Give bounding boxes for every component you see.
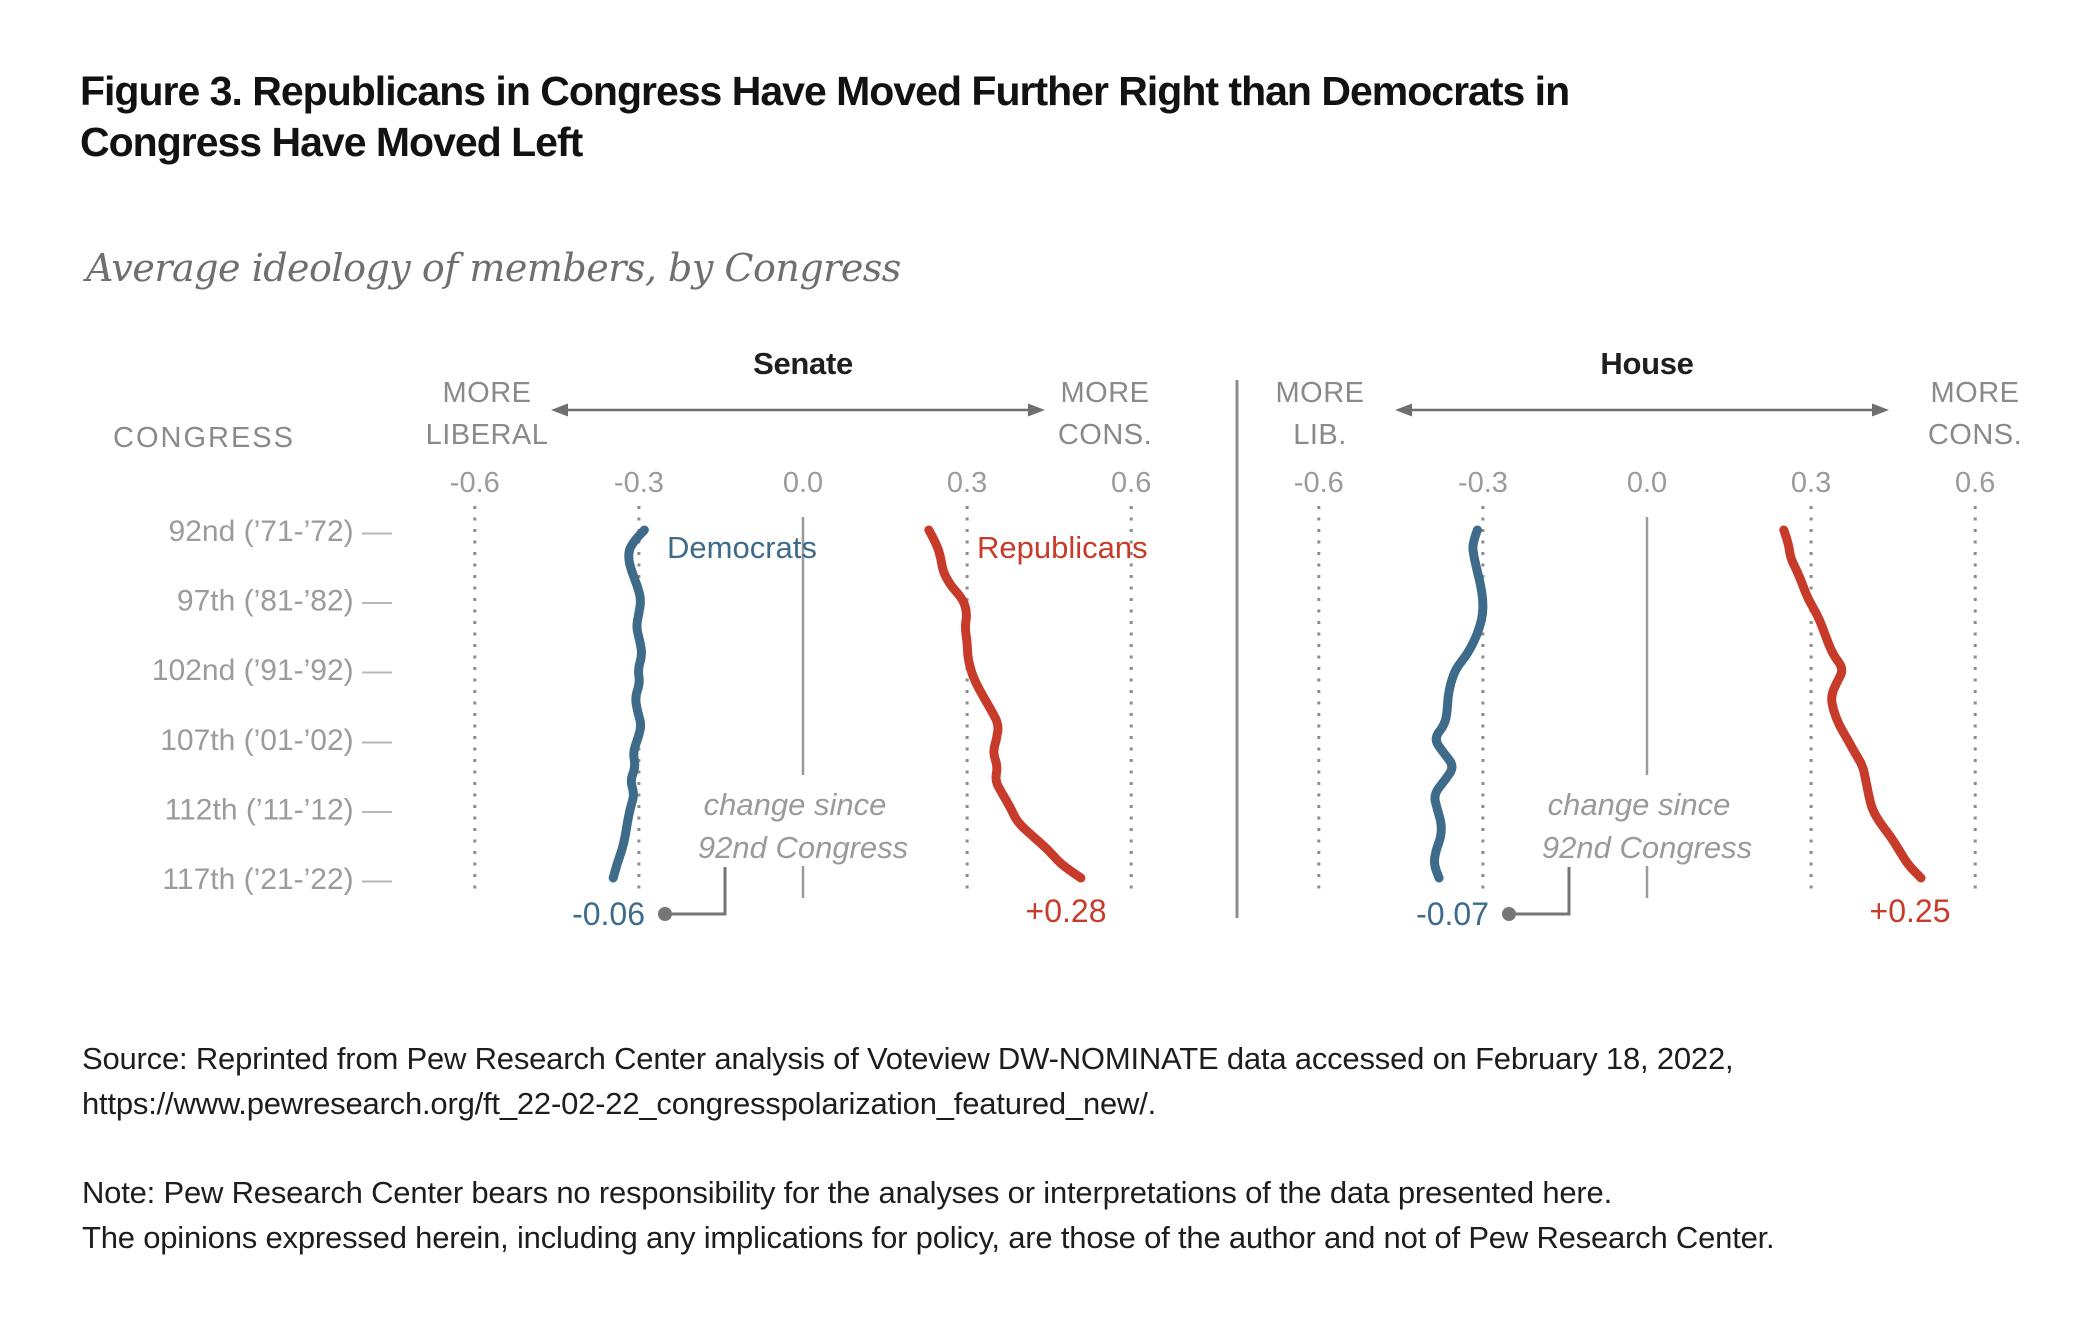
source-line1: Source: Reprinted from Pew Research Cent… [82,1041,1734,1076]
congress-row-label: 97th (’81-’82) — [177,585,392,618]
congress-row-label: 107th (’01-’02) — [160,724,392,757]
more-liberal-label: LIB. [1293,419,1347,451]
figure-title-line2: Congress Have Moved Left [80,119,583,165]
note-line2: The opinions expressed herein, including… [82,1220,1775,1255]
panel-title-house: House [1600,346,1693,381]
congress-axis-header: CONGRESS [113,422,295,454]
more-conservative-label: CONS. [1058,419,1152,451]
x-tick-label: 0.6 [1111,467,1151,499]
panel-title-senate: Senate [753,346,853,381]
connector-dot [658,907,672,921]
x-tick-label: 0.0 [783,467,823,499]
x-tick-label: -0.6 [1294,467,1344,499]
x-tick-label: 0.6 [1955,467,1995,499]
more-conservative-label: MORE [1931,377,2020,409]
republicans-label: Republicans [977,530,1148,565]
house-democrats-line [1429,525,1488,883]
x-tick-label: -0.6 [450,467,500,499]
connector-elbow-line [1516,867,1571,916]
dem-change-value: -0.06 [572,896,645,932]
change-note-line1: change since [704,787,887,822]
democrats-label: Democrats [667,530,817,565]
senate-republicans-line [924,525,1086,883]
note-line1: Note: Pew Research Center bears no respo… [82,1175,1612,1210]
x-tick-label: -0.3 [614,467,664,499]
right-arrowhead-icon [1872,403,1889,417]
rep-change-value: +0.25 [1870,893,1951,929]
more-conservative-label: CONS. [1928,419,2022,451]
x-tick-label: 0.3 [947,467,987,499]
chart-subtitle: Average ideology of members, by Congress [86,246,901,290]
senate-democrats-line [608,525,649,883]
source-text: Source: Reprinted from Pew Research Cent… [82,1036,1734,1126]
x-tick-label: -0.3 [1458,467,1508,499]
dem-change-value: -0.07 [1416,896,1489,932]
more-liberal-label: LIBERAL [426,419,549,451]
figure-title-line1: Figure 3. Republicans in Congress Have M… [80,68,1570,114]
more-liberal-label: MORE [443,377,532,409]
figure-title: Figure 3. Republicans in Congress Have M… [80,66,1570,168]
connector-dot [1502,907,1516,921]
more-liberal-label: MORE [1276,377,1365,409]
more-conservative-label: MORE [1061,377,1150,409]
note-text: Note: Pew Research Center bears no respo… [82,1170,1775,1260]
congress-row-label: 92nd (’71-’72) — [169,515,392,548]
left-arrowhead-icon [551,403,568,417]
rep-change-value: +0.28 [1026,893,1107,929]
left-arrowhead-icon [1395,403,1412,417]
congress-row-label: 117th (’21-’22) — [162,863,392,896]
connector-elbow-line [672,867,727,916]
change-note-line2: 92nd Congress [698,830,908,865]
congress-row-label: 102nd (’91-’92) — [152,654,392,687]
source-line2: https://www.pewresearch.org/ft_22-02-22_… [82,1086,1157,1121]
right-arrowhead-icon [1028,403,1045,417]
x-tick-label: 0.0 [1627,467,1667,499]
change-note-line2: 92nd Congress [1542,830,1752,865]
x-tick-label: 0.3 [1791,467,1831,499]
house-republicans-line [1779,525,1926,883]
change-note-line1: change since [1548,787,1731,822]
congress-row-label: 112th (’11-’12) — [165,793,392,826]
